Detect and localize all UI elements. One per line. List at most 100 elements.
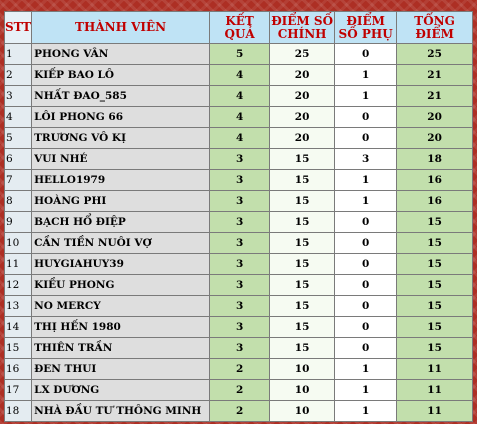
cell-result: 3 xyxy=(209,169,271,191)
cell-member-name: LX DƯƠNG xyxy=(31,379,211,401)
cell-stt: 18 xyxy=(3,400,33,422)
cell-member-name: PHONG VÂN xyxy=(31,43,211,65)
cell-total: 11 xyxy=(396,379,474,401)
cell-main-score: 15 xyxy=(269,253,336,275)
cell-main-score: 15 xyxy=(269,337,336,359)
cell-total: 20 xyxy=(396,127,474,149)
cell-member-name: ĐEN THUI xyxy=(31,358,211,380)
cell-stt: 8 xyxy=(3,190,33,212)
cell-stt: 12 xyxy=(3,274,33,296)
cell-total: 15 xyxy=(396,232,474,254)
cell-result: 3 xyxy=(209,253,271,275)
cell-stt: 5 xyxy=(3,127,33,149)
cell-result: 3 xyxy=(209,148,271,170)
table-row: 2 KIẾP BAO LÔ 4 20 1 21 xyxy=(3,64,474,86)
column-header-main-score: ĐIỂM SỐ CHÍNH xyxy=(269,11,336,44)
table-row: 6 VUI NHÉ 3 15 3 18 xyxy=(3,148,474,170)
table-row: 18 NHÀ ĐẦU TƯ THÔNG MINH 2 10 1 11 xyxy=(3,400,474,422)
table-row: 5 TRƯƠNG VÔ KỊ 4 20 0 20 xyxy=(3,127,474,149)
cell-sub-score: 0 xyxy=(334,127,398,149)
cell-sub-score: 1 xyxy=(334,64,398,86)
column-header-result: KẾT QUẢ xyxy=(209,11,271,44)
table-row: 14 THỊ HẾN 1980 3 15 0 15 xyxy=(3,316,474,338)
cell-main-score: 10 xyxy=(269,400,336,422)
cell-sub-score: 1 xyxy=(334,400,398,422)
cell-stt: 4 xyxy=(3,106,33,128)
table-row: 7 HELLO1979 3 15 1 16 xyxy=(3,169,474,191)
table-row: 16 ĐEN THUI 2 10 1 11 xyxy=(3,358,474,380)
ranking-table: STT THÀNH VIÊN KẾT QUẢ ĐIỂM SỐ CHÍNH ĐIỂ… xyxy=(3,11,474,422)
cell-member-name: KIẾP BAO LÔ xyxy=(31,64,211,86)
table-row: 9 BẠCH HỔ ĐIỆP 3 15 0 15 xyxy=(3,211,474,233)
header-row: STT THÀNH VIÊN KẾT QUẢ ĐIỂM SỐ CHÍNH ĐIỂ… xyxy=(3,11,474,44)
cell-stt: 2 xyxy=(3,64,33,86)
cell-result: 4 xyxy=(209,106,271,128)
cell-stt: 1 xyxy=(3,43,33,65)
cell-total: 11 xyxy=(396,358,474,380)
column-header-total: TỔNG ĐIỂM xyxy=(396,11,474,44)
cell-stt: 14 xyxy=(3,316,33,338)
cell-sub-score: 0 xyxy=(334,253,398,275)
cell-total: 15 xyxy=(396,295,474,317)
cell-main-score: 25 xyxy=(269,43,336,65)
cell-total: 16 xyxy=(396,190,474,212)
cell-result: 3 xyxy=(209,232,271,254)
cell-sub-score: 1 xyxy=(334,358,398,380)
table-row: 11 HUYGIAHUY39 3 15 0 15 xyxy=(3,253,474,275)
cell-main-score: 15 xyxy=(269,274,336,296)
cell-sub-score: 0 xyxy=(334,295,398,317)
cell-main-score: 10 xyxy=(269,379,336,401)
cell-result: 4 xyxy=(209,85,271,107)
cell-stt: 16 xyxy=(3,358,33,380)
cell-total: 15 xyxy=(396,316,474,338)
cell-total: 18 xyxy=(396,148,474,170)
cell-result: 4 xyxy=(209,127,271,149)
cell-member-name: BẠCH HỔ ĐIỆP xyxy=(31,211,211,233)
table-row: 13 NO MERCY 3 15 0 15 xyxy=(3,295,474,317)
cell-member-name: THỊ HẾN 1980 xyxy=(31,316,211,338)
cell-stt: 11 xyxy=(3,253,33,275)
cell-total: 20 xyxy=(396,106,474,128)
cell-result: 3 xyxy=(209,337,271,359)
cell-main-score: 20 xyxy=(269,64,336,86)
cell-result: 3 xyxy=(209,295,271,317)
cell-sub-score: 1 xyxy=(334,190,398,212)
cell-total: 21 xyxy=(396,64,474,86)
cell-total: 16 xyxy=(396,169,474,191)
column-header-member: THÀNH VIÊN xyxy=(31,11,211,44)
cell-total: 25 xyxy=(396,43,474,65)
cell-main-score: 15 xyxy=(269,190,336,212)
table-row: 4 LÔI PHONG 66 4 20 0 20 xyxy=(3,106,474,128)
cell-main-score: 20 xyxy=(269,85,336,107)
cell-result: 2 xyxy=(209,400,271,422)
cell-member-name: TRƯƠNG VÔ KỊ xyxy=(31,127,211,149)
cell-member-name: VUI NHÉ xyxy=(31,148,211,170)
cell-member-name: THIÊN TRẦN xyxy=(31,337,211,359)
cell-sub-score: 0 xyxy=(334,337,398,359)
cell-main-score: 10 xyxy=(269,358,336,380)
cell-result: 5 xyxy=(209,43,271,65)
table-row: 12 KIỀU PHONG 3 15 0 15 xyxy=(3,274,474,296)
cell-main-score: 20 xyxy=(269,127,336,149)
cell-stt: 10 xyxy=(3,232,33,254)
cell-stt: 6 xyxy=(3,148,33,170)
cell-main-score: 15 xyxy=(269,169,336,191)
cell-result: 3 xyxy=(209,211,271,233)
cell-result: 2 xyxy=(209,379,271,401)
cell-main-score: 15 xyxy=(269,316,336,338)
cell-sub-score: 0 xyxy=(334,232,398,254)
table-row: 8 HOÀNG PHI 3 15 1 16 xyxy=(3,190,474,212)
cell-member-name: HOÀNG PHI xyxy=(31,190,211,212)
cell-member-name: CẦN TIỀN NUÔI VỢ xyxy=(31,232,211,254)
cell-stt: 13 xyxy=(3,295,33,317)
table-row: 1 PHONG VÂN 5 25 0 25 xyxy=(3,43,474,65)
cell-sub-score: 1 xyxy=(334,85,398,107)
cell-total: 21 xyxy=(396,85,474,107)
table-body: 1 PHONG VÂN 5 25 0 25 2 KIẾP BAO LÔ 4 20 1 21 3 NHẤT … xyxy=(3,43,474,422)
cell-member-name: KIỀU PHONG xyxy=(31,274,211,296)
cell-sub-score: 3 xyxy=(334,148,398,170)
cell-member-name: HELLO1979 xyxy=(31,169,211,191)
cell-sub-score: 0 xyxy=(334,211,398,233)
cell-sub-score: 0 xyxy=(334,106,398,128)
cell-total: 15 xyxy=(396,253,474,275)
